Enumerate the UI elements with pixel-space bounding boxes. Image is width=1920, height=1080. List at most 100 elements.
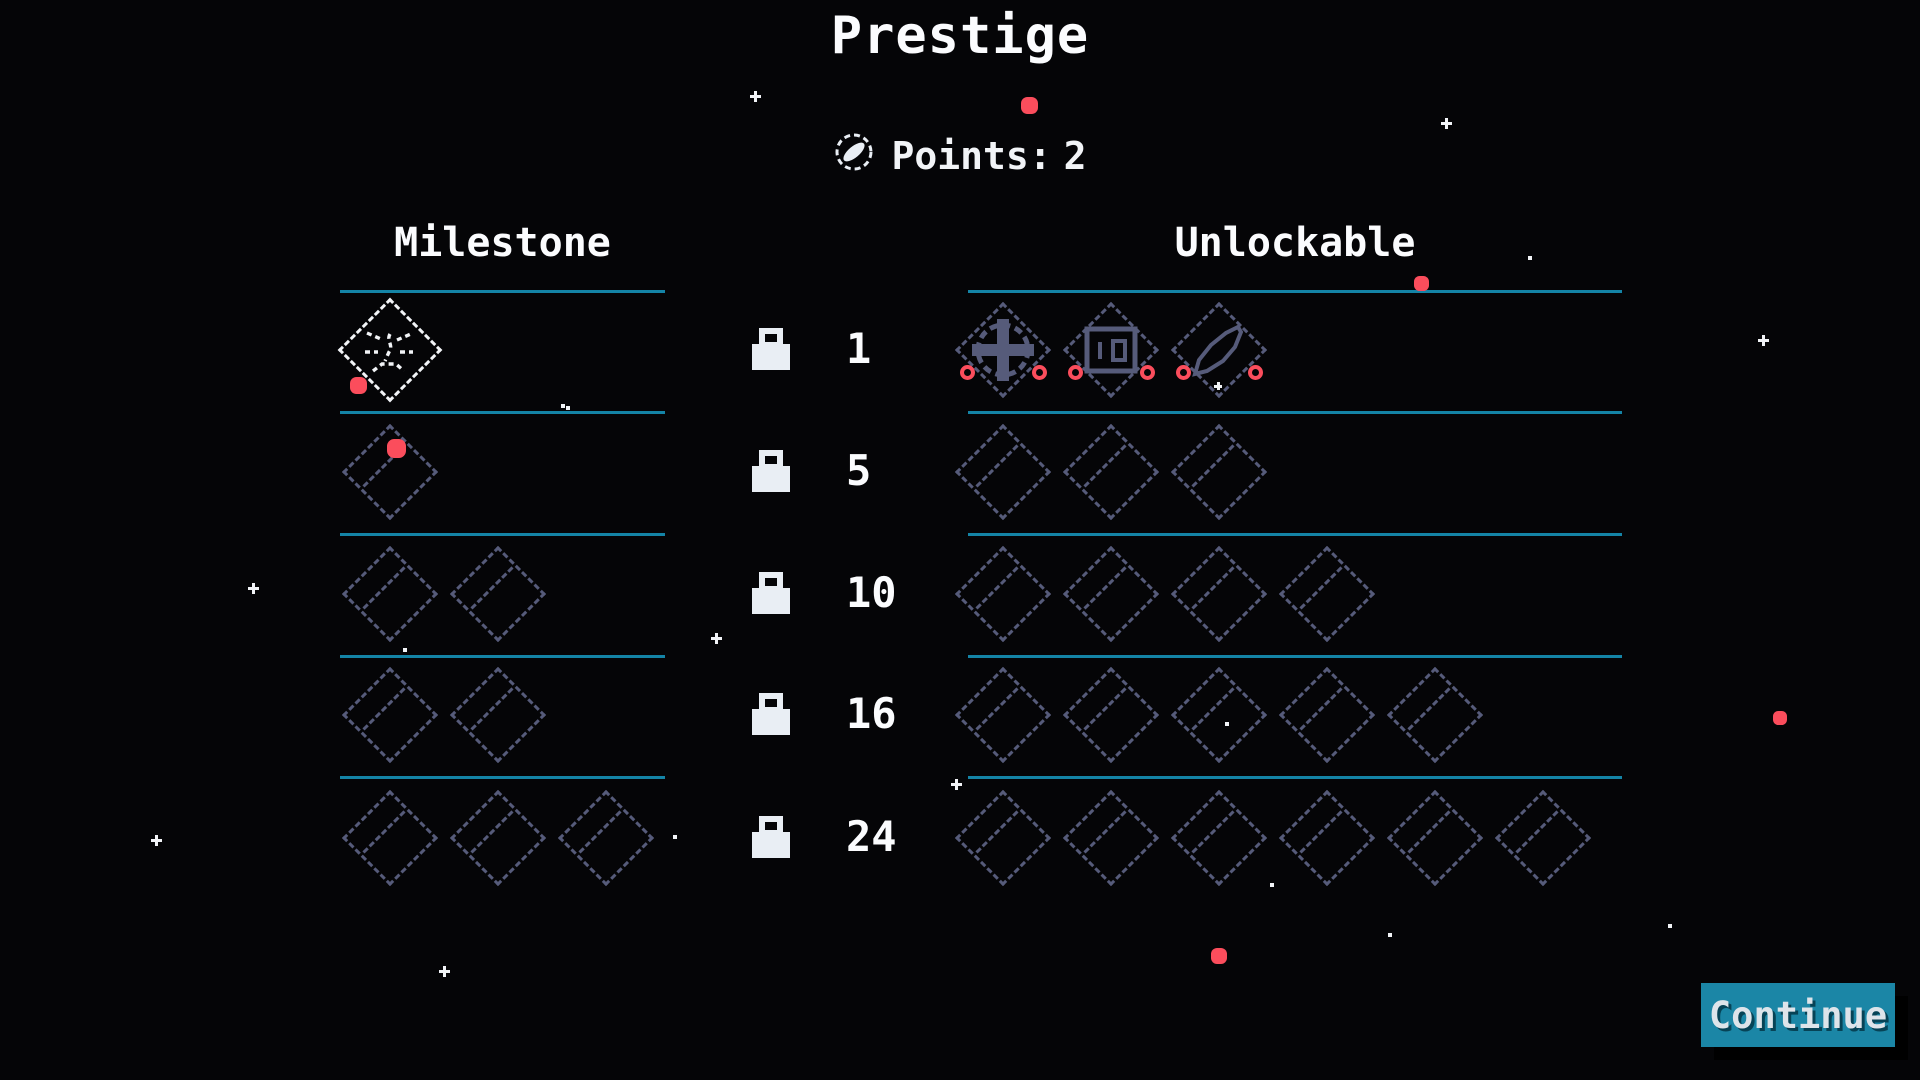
diamond-frame — [341, 423, 439, 521]
star-icon — [403, 648, 407, 652]
tier-cost: 10 — [846, 568, 897, 617]
diamond-frame — [1170, 545, 1268, 643]
locked-slash — [1299, 810, 1343, 854]
unlockable-slot — [954, 666, 1052, 764]
locked-slash — [470, 566, 514, 610]
diamond-frame — [1494, 789, 1592, 887]
unlockable-slot — [1170, 666, 1268, 764]
star-icon — [1528, 256, 1532, 260]
star-bar — [442, 965, 446, 977]
unlockable-slot — [1062, 666, 1160, 764]
star-icon — [1214, 382, 1222, 390]
points-display: Points: 2 — [0, 132, 1920, 180]
milestone-separator-line — [340, 533, 665, 536]
diamond-frame — [1278, 545, 1376, 643]
star-icon — [673, 835, 677, 839]
diamond-frame — [341, 666, 439, 764]
star-bar — [714, 632, 718, 644]
locked-slash — [1407, 810, 1451, 854]
locked-slash — [1191, 444, 1235, 488]
unlockable-slot — [1062, 789, 1160, 887]
milestone-separator-line — [340, 776, 665, 779]
milestone-separator-line — [340, 290, 665, 293]
diamond-frame — [954, 789, 1052, 887]
red-star-icon — [349, 376, 367, 394]
milestone-slot — [449, 666, 547, 764]
unlockable-slot — [1494, 789, 1592, 887]
lock-icon — [752, 572, 796, 616]
diamond-frame — [1062, 545, 1160, 643]
locked-slash — [1407, 687, 1451, 731]
locked-slash — [975, 810, 1019, 854]
unlockable-slot — [1278, 545, 1376, 643]
planet-coin-icon — [833, 131, 875, 182]
star-icon — [561, 404, 565, 408]
milestone-slot — [449, 789, 547, 887]
crosshair-icon — [967, 314, 1039, 386]
locked-slash — [975, 444, 1019, 488]
diamond-frame — [449, 545, 547, 643]
unlockable-slot[interactable] — [1170, 301, 1268, 399]
unlockable-slot — [1278, 789, 1376, 887]
unlockable-slot — [1386, 789, 1484, 887]
diamond-frame — [1386, 666, 1484, 764]
diamond-frame — [449, 666, 547, 764]
locked-slash — [362, 566, 406, 610]
cost-pip — [1176, 365, 1191, 380]
red-star-icon — [1211, 948, 1227, 964]
lock-body — [752, 832, 790, 858]
unlockable-slot[interactable] — [1062, 301, 1160, 399]
unlockable-separator-line — [968, 533, 1622, 536]
milestone-separator-line — [340, 411, 665, 414]
tier-cost: 24 — [846, 812, 897, 861]
star-icon — [1757, 334, 1769, 346]
unlockable-separator-line — [968, 655, 1622, 658]
unlockable-separator-line — [968, 776, 1622, 779]
cost-pip — [960, 365, 975, 380]
lock-body — [752, 588, 790, 614]
star-icon — [566, 406, 570, 410]
star-bar — [1217, 382, 1220, 390]
leaf-icon — [1183, 314, 1255, 386]
cost-pip — [1032, 365, 1047, 380]
points-value: 2 — [1063, 134, 1087, 178]
diamond-frame — [954, 666, 1052, 764]
lock-icon — [752, 328, 796, 372]
locked-slash — [1515, 810, 1559, 854]
milestone-slot — [449, 545, 547, 643]
diamond-frame — [341, 545, 439, 643]
diamond-frame — [1170, 423, 1268, 521]
diamond-frame — [449, 789, 547, 887]
continue-button[interactable]: Continue — [1701, 983, 1895, 1047]
tier-cost: 16 — [846, 689, 897, 738]
star-icon — [1388, 933, 1392, 937]
red-star-icon — [1413, 275, 1429, 291]
star-icon — [950, 778, 962, 790]
unlockable-slot — [1386, 666, 1484, 764]
star-icon — [749, 90, 761, 102]
star-icon — [1440, 117, 1452, 129]
locked-slash — [1083, 810, 1127, 854]
unlockable-slot — [1170, 545, 1268, 643]
milestone-separator-line — [340, 655, 665, 658]
unlockable-slot[interactable] — [954, 301, 1052, 399]
lock-body — [752, 709, 790, 735]
locked-slash — [470, 687, 514, 731]
milestone-slot[interactable] — [337, 297, 443, 403]
star-icon — [1668, 924, 1672, 928]
lock-body — [752, 466, 790, 492]
unlockable-column-header: Unlockable — [1174, 220, 1416, 266]
lock-icon — [752, 450, 796, 494]
unlockable-slot — [954, 789, 1052, 887]
cost-pip — [1068, 365, 1083, 380]
diamond-frame — [1278, 666, 1376, 764]
star-bar — [154, 834, 158, 846]
diamond-frame — [557, 789, 655, 887]
lock-icon — [752, 693, 796, 737]
lock-icon — [752, 816, 796, 860]
milestone-slot — [341, 666, 439, 764]
star-bar — [954, 778, 958, 790]
unlockable-slot — [1170, 789, 1268, 887]
unlockable-separator-line — [968, 411, 1622, 414]
cost-pip — [1140, 365, 1155, 380]
